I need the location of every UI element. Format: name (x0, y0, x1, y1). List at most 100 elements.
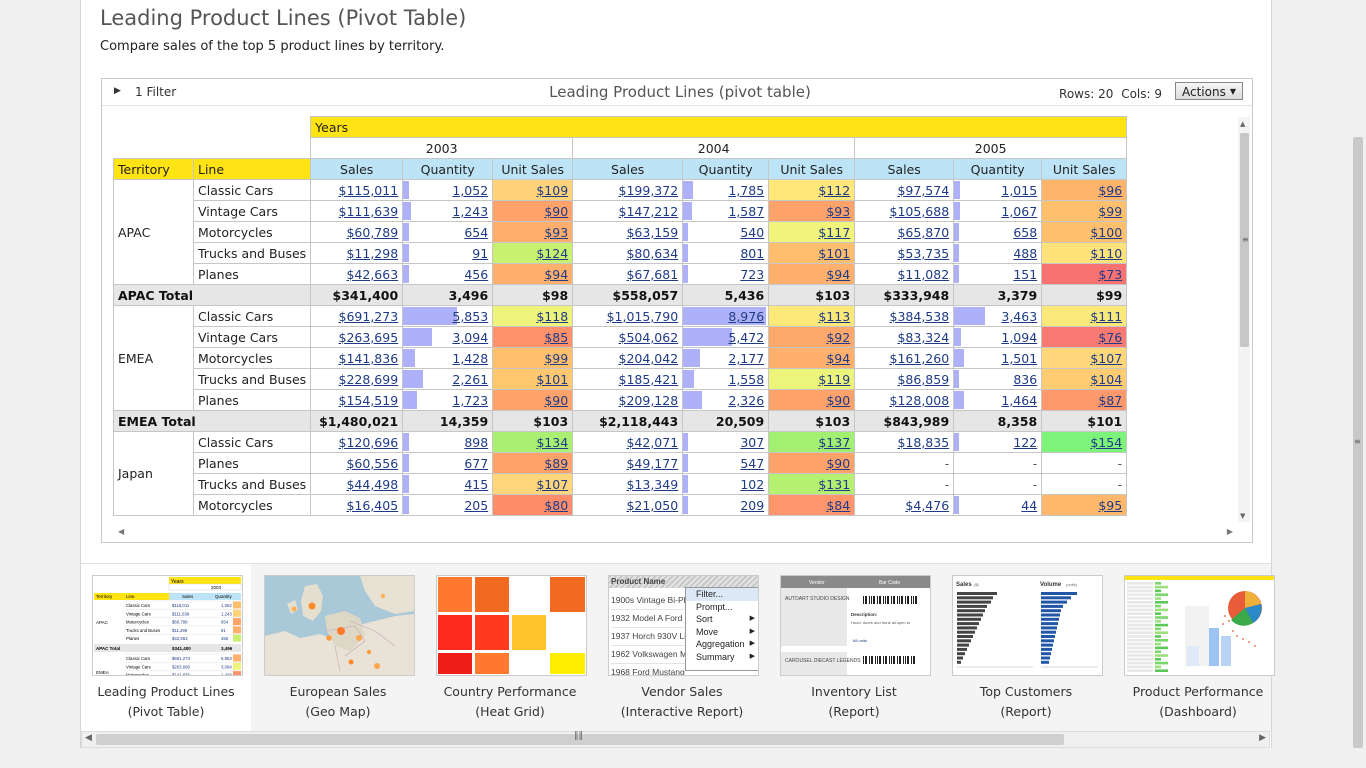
unit-sales-cell[interactable]: $111 (1041, 305, 1128, 327)
unit-sales-cell[interactable]: $99 (492, 347, 574, 369)
scrollbar-thumb[interactable]: ≡ (1353, 137, 1363, 748)
unit-sales-cell[interactable]: $131 (768, 473, 856, 495)
unit-sales-cell[interactable]: $90 (768, 452, 856, 474)
sales-cell[interactable]: $11,082 (854, 263, 955, 285)
quantity-cell[interactable]: 3,094 (402, 326, 494, 348)
gallery-card-product-performance[interactable]: Product Performance (Dashboard) (1113, 564, 1283, 732)
unit-sales-cell[interactable]: $124 (492, 242, 574, 264)
quantity-cell[interactable]: 723 (682, 263, 770, 285)
quantity-cell[interactable]: 415 (402, 473, 494, 495)
quantity-cell[interactable]: 2,326 (682, 389, 770, 411)
unit-sales-cell[interactable]: $96 (1041, 179, 1128, 201)
measure-header[interactable]: Unit Sales (492, 158, 574, 180)
unit-sales-cell[interactable]: $94 (768, 263, 856, 285)
quantity-cell[interactable]: 151 (953, 263, 1043, 285)
sales-cell[interactable]: $504,062 (572, 326, 684, 348)
unit-sales-cell[interactable]: $101 (492, 368, 574, 390)
unit-sales-cell[interactable]: $107 (492, 473, 574, 495)
measure-header[interactable]: Sales (854, 158, 955, 180)
scroll-right-icon[interactable]: ▶ (1259, 733, 1266, 743)
sales-cell[interactable]: $209,128 (572, 389, 684, 411)
quantity-cell[interactable]: 102 (682, 473, 770, 495)
gallery-card-pivot[interactable]: Years 2003 Territory Line Sales Quantity… (81, 564, 251, 735)
unit-sales-cell[interactable]: $99 (1041, 200, 1128, 222)
scroll-right-icon[interactable]: ▶ (1226, 527, 1233, 536)
sales-cell[interactable]: $204,042 (572, 347, 684, 369)
sales-cell[interactable]: $49,177 (572, 452, 684, 474)
sales-cell[interactable]: $1,015,790 (572, 305, 684, 327)
quantity-cell[interactable]: 1,587 (682, 200, 770, 222)
unit-sales-cell[interactable]: $154 (1041, 431, 1128, 453)
quantity-cell[interactable]: 1,067 (953, 200, 1043, 222)
quantity-cell[interactable]: 1,558 (682, 368, 770, 390)
unit-sales-cell[interactable]: $118 (492, 305, 574, 327)
gallery-card-inventory[interactable]: Vendor Bar Code AUTOART STUDIO DESIGN De… (769, 564, 939, 732)
unit-sales-cell[interactable]: $76 (1041, 326, 1128, 348)
years-header[interactable]: Years (310, 116, 1128, 138)
quantity-cell[interactable]: 1,015 (953, 179, 1043, 201)
quantity-cell[interactable]: 91 (402, 242, 494, 264)
unit-sales-cell[interactable]: $101 (768, 242, 856, 264)
scroll-left-icon[interactable]: ◀ (85, 733, 92, 743)
sales-cell[interactable]: $13,349 (572, 473, 684, 495)
quantity-cell[interactable]: 5,472 (682, 326, 770, 348)
filter-toggle[interactable]: 1 Filter (135, 85, 177, 99)
unit-sales-cell[interactable]: $90 (492, 389, 574, 411)
sales-cell[interactable]: $384,538 (854, 305, 955, 327)
unit-sales-cell[interactable]: $93 (768, 200, 856, 222)
quantity-cell[interactable]: 2,261 (402, 368, 494, 390)
quantity-cell[interactable]: 654 (402, 221, 494, 243)
unit-sales-cell[interactable]: $134 (492, 431, 574, 453)
scrollbar-thumb[interactable]: ≡ (1240, 133, 1249, 347)
scroll-up-icon[interactable]: ▲ (1240, 120, 1246, 128)
scrollbar-thumb[interactable]: ‖‖ (96, 731, 1064, 745)
unit-sales-cell[interactable]: $119 (768, 368, 856, 390)
unit-sales-cell[interactable]: $92 (768, 326, 856, 348)
sales-cell[interactable]: $65,870 (854, 221, 955, 243)
quantity-cell[interactable]: 205 (402, 494, 494, 516)
sales-cell[interactable]: $18,835 (854, 431, 955, 453)
quantity-cell[interactable]: 898 (402, 431, 494, 453)
quantity-cell[interactable]: 456 (402, 263, 494, 285)
unit-sales-cell[interactable]: $85 (492, 326, 574, 348)
unit-sales-cell[interactable]: $80 (492, 494, 574, 516)
measure-header[interactable]: Unit Sales (768, 158, 856, 180)
quantity-cell[interactable]: 307 (682, 431, 770, 453)
quantity-cell[interactable]: 122 (953, 431, 1043, 453)
quantity-cell[interactable]: 209 (682, 494, 770, 516)
table-vertical-scrollbar[interactable]: ▲ ≡ ▼ (1238, 117, 1250, 522)
unit-sales-cell[interactable]: $93 (492, 221, 574, 243)
sales-cell[interactable]: $16,405 (310, 494, 404, 516)
quantity-cell[interactable]: 1,428 (402, 347, 494, 369)
unit-sales-cell[interactable]: $87 (1041, 389, 1128, 411)
quantity-cell[interactable]: 1,094 (953, 326, 1043, 348)
sales-cell[interactable]: $228,699 (310, 368, 404, 390)
quantity-cell[interactable]: 836 (953, 368, 1043, 390)
sales-cell[interactable]: $44,498 (310, 473, 404, 495)
sales-cell[interactable]: $691,273 (310, 305, 404, 327)
sales-cell[interactable]: $199,372 (572, 179, 684, 201)
sales-cell[interactable]: $161,260 (854, 347, 955, 369)
sales-cell[interactable]: $21,050 (572, 494, 684, 516)
measure-header[interactable]: Quantity (402, 158, 494, 180)
measure-header[interactable]: Sales (572, 158, 684, 180)
sales-cell[interactable]: $263,695 (310, 326, 404, 348)
sales-cell[interactable]: $86,859 (854, 368, 955, 390)
year-header[interactable]: 2004 (572, 137, 856, 159)
quantity-cell[interactable]: 44 (953, 494, 1043, 516)
unit-sales-cell[interactable]: $73 (1041, 263, 1128, 285)
quantity-cell[interactable]: 2,177 (682, 347, 770, 369)
pivot-table-scroll[interactable]: Years 2003 2004 2005 Territory Line Sales Quant… (113, 116, 1238, 524)
scroll-down-icon[interactable]: ▼ (1240, 512, 1246, 520)
gallery-card-geo-map[interactable]: European Sales (Geo Map) (253, 564, 423, 732)
unit-sales-cell[interactable]: $94 (768, 347, 856, 369)
year-header[interactable]: 2003 (310, 137, 574, 159)
measure-header[interactable]: Unit Sales (1041, 158, 1128, 180)
measure-header[interactable]: Sales (310, 158, 404, 180)
unit-sales-cell[interactable]: $100 (1041, 221, 1128, 243)
sales-cell[interactable]: $120,696 (310, 431, 404, 453)
sales-cell[interactable]: $42,071 (572, 431, 684, 453)
quantity-cell[interactable]: 1,464 (953, 389, 1043, 411)
quantity-cell[interactable]: 3,463 (953, 305, 1043, 327)
quantity-cell[interactable]: 540 (682, 221, 770, 243)
